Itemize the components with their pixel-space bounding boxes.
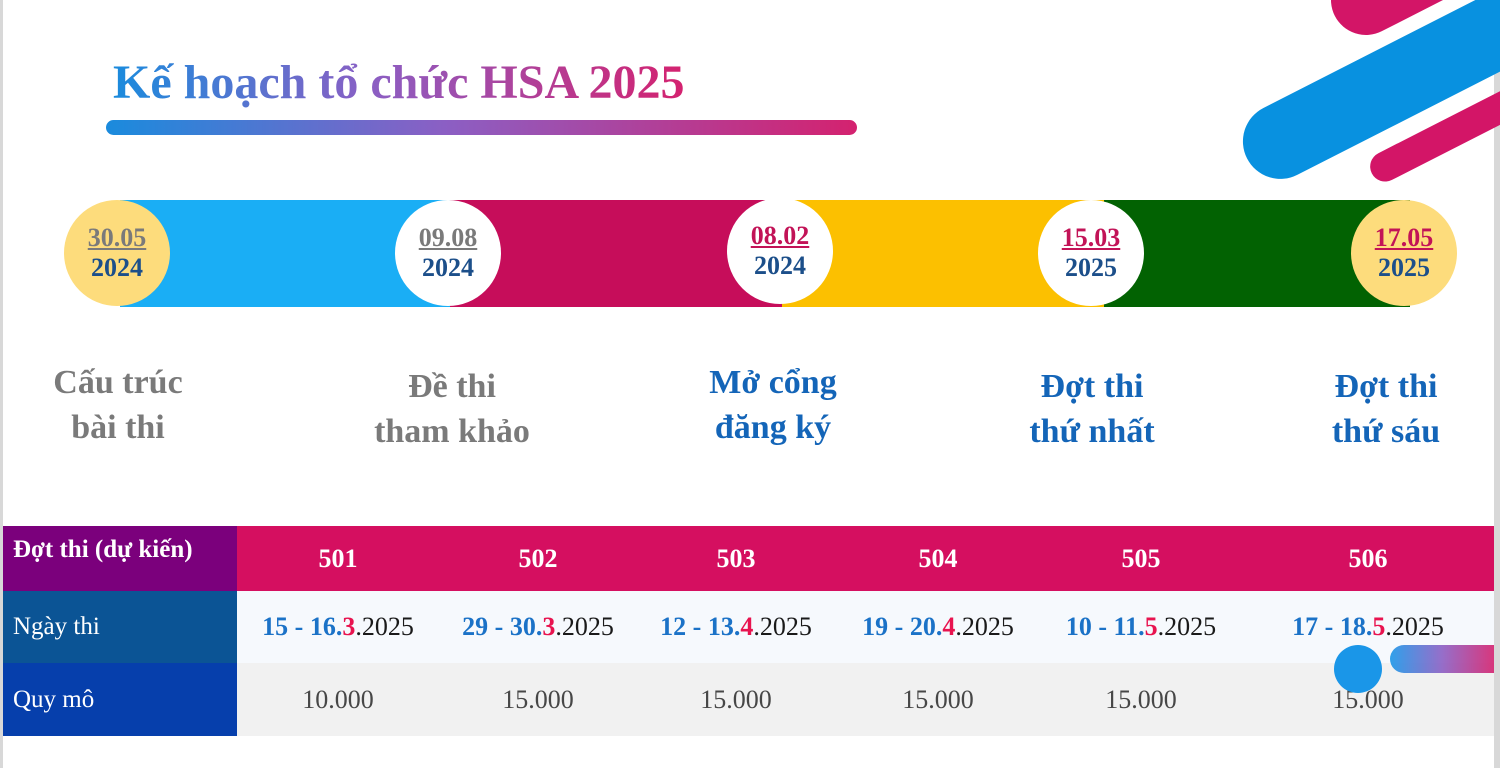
step-label-1: Cấu trúc bài thi xyxy=(0,360,248,450)
date-year: .2025 xyxy=(355,612,414,641)
timeline-segment-2 xyxy=(450,200,782,307)
right-border xyxy=(1494,0,1500,768)
step-label-line: Cấu trúc xyxy=(53,364,183,401)
timeline-year: 2025 xyxy=(1378,253,1430,282)
date-cell: 10 - 11. 5.2025 xyxy=(1041,591,1241,663)
title-underline xyxy=(106,120,857,135)
scale-cell: 10.000 xyxy=(302,684,374,714)
session-cell: 504 xyxy=(918,543,958,573)
timeline-date: 30.05 xyxy=(87,223,147,252)
page-title: Kế hoạch tổ chức HSA 2025 xyxy=(113,54,684,112)
date-cell: 19 - 20. 4.2025 xyxy=(838,591,1038,663)
step-label-line: bài thi xyxy=(71,409,165,446)
decor-gradient-bar xyxy=(1390,645,1494,673)
timeline-year: 2024 xyxy=(91,253,143,282)
timeline-date: 08.02 xyxy=(750,221,810,250)
step-label-2: Đề thi tham khảo xyxy=(322,364,582,454)
scale-cell: 15.000 xyxy=(902,684,974,714)
date-days: 29 - 30. xyxy=(462,612,543,641)
step-label-line: thứ sáu xyxy=(1331,413,1441,450)
timeline-node-3: 08.02 2024 xyxy=(727,198,833,304)
step-label-line: Đợt thi xyxy=(1334,368,1438,405)
date-cell: 12 - 13. 4.2025 xyxy=(636,591,836,663)
session-cell: 501 xyxy=(318,543,358,573)
session-cell: 505 xyxy=(1121,543,1161,573)
step-label-4: Đợt thi thứ nhất xyxy=(962,364,1222,454)
date-days: 17 - 18. xyxy=(1292,612,1373,641)
table-row-scale: Quy mô 10.000 15.000 15.000 15.000 15.00… xyxy=(3,663,1494,736)
date-month: 3 xyxy=(542,612,556,641)
step-label-5: Đợt thi thứ sáu xyxy=(1256,364,1500,454)
date-year: .2025 xyxy=(1157,612,1217,641)
date-days: 15 - 16. xyxy=(262,612,343,641)
row-header: Đợt thi (dự kiến) xyxy=(3,526,237,591)
timeline-node-5: 17.05 2025 xyxy=(1351,200,1457,306)
date-days: 19 - 20. xyxy=(862,612,943,641)
date-year: .2025 xyxy=(1385,612,1444,641)
step-label-line: tham khảo xyxy=(374,413,530,450)
step-label-line: đăng ký xyxy=(714,409,832,446)
scale-cell: 15.000 xyxy=(1105,684,1177,714)
date-year: .2025 xyxy=(555,612,614,641)
timeline-year: 2025 xyxy=(1065,253,1117,282)
timeline-node-1: 30.05 2024 xyxy=(64,200,170,306)
date-days: 12 - 13. xyxy=(660,612,741,641)
date-year: .2025 xyxy=(753,612,812,641)
date-cell: 17 - 18. 5.2025 xyxy=(1268,591,1468,663)
timeline-date: 09.08 xyxy=(418,223,478,252)
step-label-line: Đợt thi xyxy=(1040,368,1144,405)
timeline-year: 2024 xyxy=(754,251,806,280)
step-label-3: Mở cổng đăng ký xyxy=(643,360,903,450)
date-month: 5 xyxy=(1372,612,1386,641)
session-cell: 503 xyxy=(716,543,756,573)
date-month: 4 xyxy=(942,612,956,641)
step-label-line: Mở cổng xyxy=(709,364,837,401)
session-cell: 502 xyxy=(518,543,558,573)
row-header: Ngày thi xyxy=(3,591,237,663)
row-header: Quy mô xyxy=(3,663,237,736)
left-border xyxy=(0,0,3,768)
decor-circle xyxy=(1334,645,1382,693)
date-days: 10 - 11. xyxy=(1065,612,1145,641)
scale-cell: 15.000 xyxy=(502,684,574,714)
scale-cell: 15.000 xyxy=(700,684,772,714)
timeline-date: 15.03 xyxy=(1061,223,1121,252)
date-cell: 15 - 16. 3.2025 xyxy=(238,591,438,663)
date-month: 5 xyxy=(1144,612,1158,641)
timeline-year: 2024 xyxy=(422,253,474,282)
table-row-dates: Ngày thi 15 - 16. 3.2025 29 - 30. 3.2025 1… xyxy=(3,591,1494,663)
step-label-line: thứ nhất xyxy=(1029,413,1155,450)
step-label-line: Đề thi xyxy=(408,368,496,405)
timeline-date: 17.05 xyxy=(1374,223,1434,252)
timeline-node-4: 15.03 2025 xyxy=(1038,200,1144,306)
table-row-sessions: Đợt thi (dự kiến) 501 502 503 504 505 50… xyxy=(3,526,1494,591)
session-cell: 506 xyxy=(1348,543,1388,573)
date-month: 4 xyxy=(740,612,754,641)
date-month: 3 xyxy=(342,612,356,641)
date-year: .2025 xyxy=(955,612,1014,641)
timeline-node-2: 09.08 2024 xyxy=(395,200,501,306)
date-cell: 29 - 30. 3.2025 xyxy=(438,591,638,663)
